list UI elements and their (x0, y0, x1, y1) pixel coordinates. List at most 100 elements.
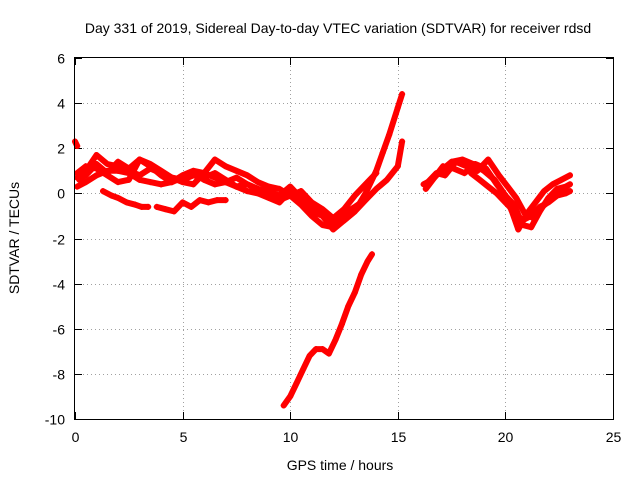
data-point (308, 208, 315, 215)
data-point (147, 163, 154, 170)
data-point (541, 188, 548, 195)
plot-frame (74, 57, 614, 420)
data-point (463, 163, 470, 170)
chart-title: Day 331 of 2019, Sidereal Day-to-day VTE… (85, 20, 591, 36)
x-tick-label: 0 (72, 429, 80, 445)
data-point (386, 131, 393, 138)
data-point (74, 170, 81, 177)
data-point (265, 192, 272, 199)
data-point (554, 192, 561, 199)
data-point (115, 179, 122, 186)
data-point (287, 192, 294, 199)
data-point (138, 203, 145, 210)
data-point (308, 199, 315, 206)
data-point (528, 224, 535, 231)
data-point (528, 212, 535, 219)
data-point (244, 172, 251, 179)
data-point (384, 176, 391, 183)
y-tick-label: -8 (53, 367, 66, 383)
data-point (179, 199, 186, 206)
data-layer (72, 91, 573, 409)
series-line (76, 156, 365, 226)
data-point (76, 176, 83, 183)
data-point (205, 199, 212, 206)
x-tick-label: 5 (180, 429, 188, 445)
data-point (201, 170, 208, 177)
data-point (351, 192, 358, 199)
data-point (254, 185, 261, 192)
data-point (147, 179, 154, 186)
data-point (297, 188, 304, 195)
data-point (319, 206, 326, 213)
data-point (319, 221, 326, 228)
data-point (338, 321, 345, 328)
y-tick-label: 0 (57, 186, 65, 202)
x-tick-label: 25 (606, 429, 622, 445)
data-point (532, 199, 539, 206)
data-point (373, 170, 380, 177)
data-point (82, 163, 89, 170)
data-point (158, 181, 165, 188)
tick-layer: -10 -8 -6 -4 -2 0 2 4 6 0 5 10 15 20 25 (45, 51, 622, 446)
data-point (287, 393, 294, 400)
data-point (233, 183, 240, 190)
data-point (351, 203, 358, 210)
data-point (362, 190, 369, 197)
data-point (222, 163, 229, 170)
data-point (196, 197, 203, 204)
data-point (362, 181, 369, 188)
x-axis-label: GPS time / hours (287, 457, 394, 473)
data-point (345, 303, 352, 310)
data-point (364, 258, 371, 265)
data-point (158, 172, 165, 179)
data-point (504, 183, 511, 190)
y-tick-label: -2 (53, 232, 66, 248)
data-point (74, 142, 81, 149)
data-point (399, 138, 406, 145)
x-tick-label: 20 (498, 429, 514, 445)
data-point (115, 158, 122, 165)
data-point (373, 185, 380, 192)
data-point (521, 210, 528, 217)
data-point (233, 174, 240, 181)
data-point (566, 181, 573, 188)
data-point (330, 215, 337, 222)
data-point (179, 172, 186, 179)
data-point (201, 176, 208, 183)
data-point (123, 199, 130, 206)
data-point (74, 183, 81, 190)
data-point (136, 176, 143, 183)
data-point (368, 251, 375, 258)
data-point (562, 190, 569, 197)
data-point (104, 161, 111, 168)
data-point (502, 192, 509, 199)
data-point (502, 199, 509, 206)
data-point (461, 170, 468, 177)
data-point (93, 152, 100, 159)
data-point (293, 379, 300, 386)
data-point (280, 402, 287, 409)
data-point (519, 217, 526, 224)
data-point (190, 167, 197, 174)
data-point (474, 167, 481, 174)
data-point (99, 188, 106, 195)
data-point (351, 289, 358, 296)
data-point (132, 201, 139, 208)
data-point (558, 176, 565, 183)
data-point (472, 161, 479, 168)
data-point (125, 170, 132, 177)
data-point (82, 179, 89, 186)
y-tick-label: -4 (53, 277, 66, 293)
data-point (332, 337, 339, 344)
data-point (549, 181, 556, 188)
y-tick-label: -10 (45, 412, 65, 428)
data-point (125, 176, 132, 183)
data-point (493, 190, 500, 197)
y-tick-label: -6 (53, 322, 66, 338)
data-point (319, 212, 326, 219)
data-point (104, 167, 111, 174)
data-point (485, 156, 492, 163)
series-track-6 (153, 197, 229, 215)
data-point (476, 176, 483, 183)
